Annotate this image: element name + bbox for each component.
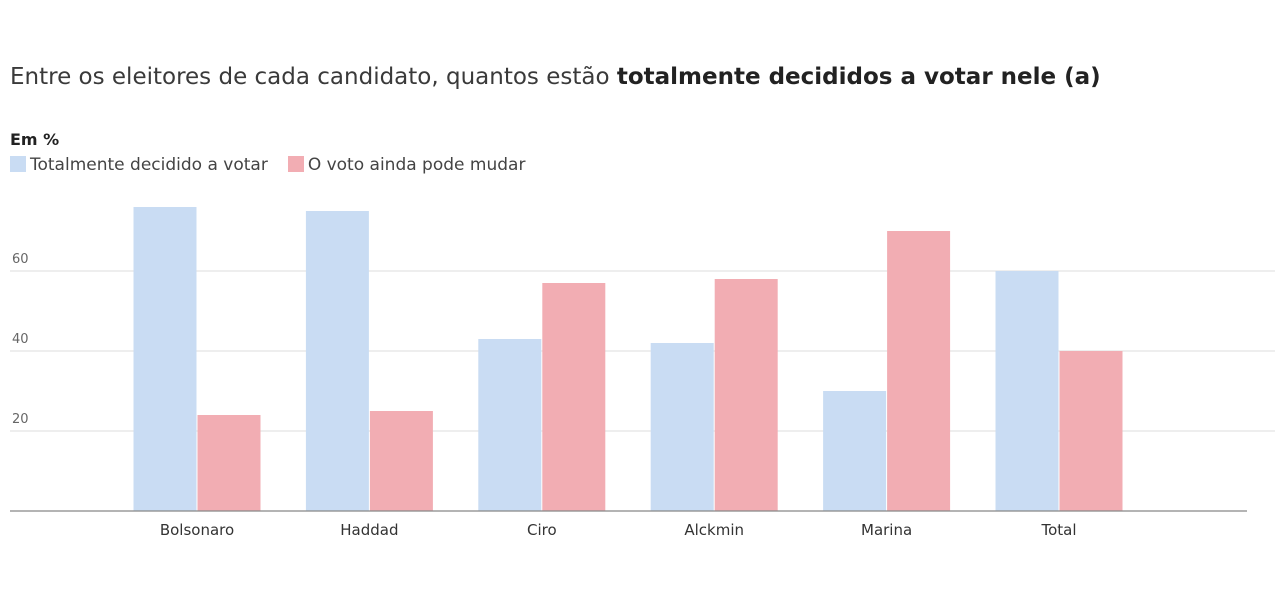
legend-item-decided: Totalmente decidido a votar bbox=[10, 155, 268, 175]
x-tick-label-alckmin: Alckmin bbox=[684, 521, 744, 539]
legend-label-decided: Totalmente decidido a votar bbox=[30, 155, 268, 175]
x-tick-label-bolsonaro: Bolsonaro bbox=[160, 521, 234, 539]
bar-marina-decided bbox=[823, 391, 887, 511]
x-tick-label-haddad: Haddad bbox=[340, 521, 398, 539]
chart-title-prefix: Entre os eleitores de cada candidato, qu… bbox=[10, 64, 617, 90]
legend-item-may-change: O voto ainda pode mudar bbox=[287, 155, 526, 175]
bar-haddad-decided bbox=[305, 211, 369, 511]
bar-bolsonaro-may-change bbox=[197, 415, 261, 511]
legend-swatch-may-change bbox=[287, 156, 304, 172]
legend-label-may-change: O voto ainda pode mudar bbox=[307, 155, 526, 175]
x-tick-label-ciro: Ciro bbox=[527, 521, 557, 539]
y-tick-label-60: 60 bbox=[12, 252, 29, 267]
bar-bolsonaro-decided bbox=[133, 207, 197, 511]
bar-alckmin-decided bbox=[650, 343, 714, 511]
bar-total-may-change bbox=[1059, 351, 1123, 511]
unit-label: Em % bbox=[10, 130, 60, 149]
y-tick-label-20: 20 bbox=[12, 412, 29, 427]
legend-swatch-decided bbox=[10, 156, 26, 172]
bar-ciro-may-change bbox=[542, 283, 606, 511]
bar-total-decided bbox=[995, 271, 1059, 511]
x-tick-label-marina: Marina bbox=[861, 521, 912, 539]
chart-title: Entre os eleitores de cada candidato, qu… bbox=[10, 64, 1101, 90]
chart-title-emphasis: totalmente decididos a votar nele (a) bbox=[616, 64, 1101, 90]
bar-alckmin-may-change bbox=[714, 279, 778, 511]
y-tick-label-40: 40 bbox=[12, 332, 29, 347]
bar-haddad-may-change bbox=[369, 411, 433, 511]
bar-marina-may-change bbox=[887, 231, 951, 511]
legend: Totalmente decidido a votar O voto ainda… bbox=[10, 155, 545, 175]
bar-ciro-decided bbox=[478, 339, 542, 511]
x-tick-label-total: Total bbox=[1040, 521, 1076, 539]
